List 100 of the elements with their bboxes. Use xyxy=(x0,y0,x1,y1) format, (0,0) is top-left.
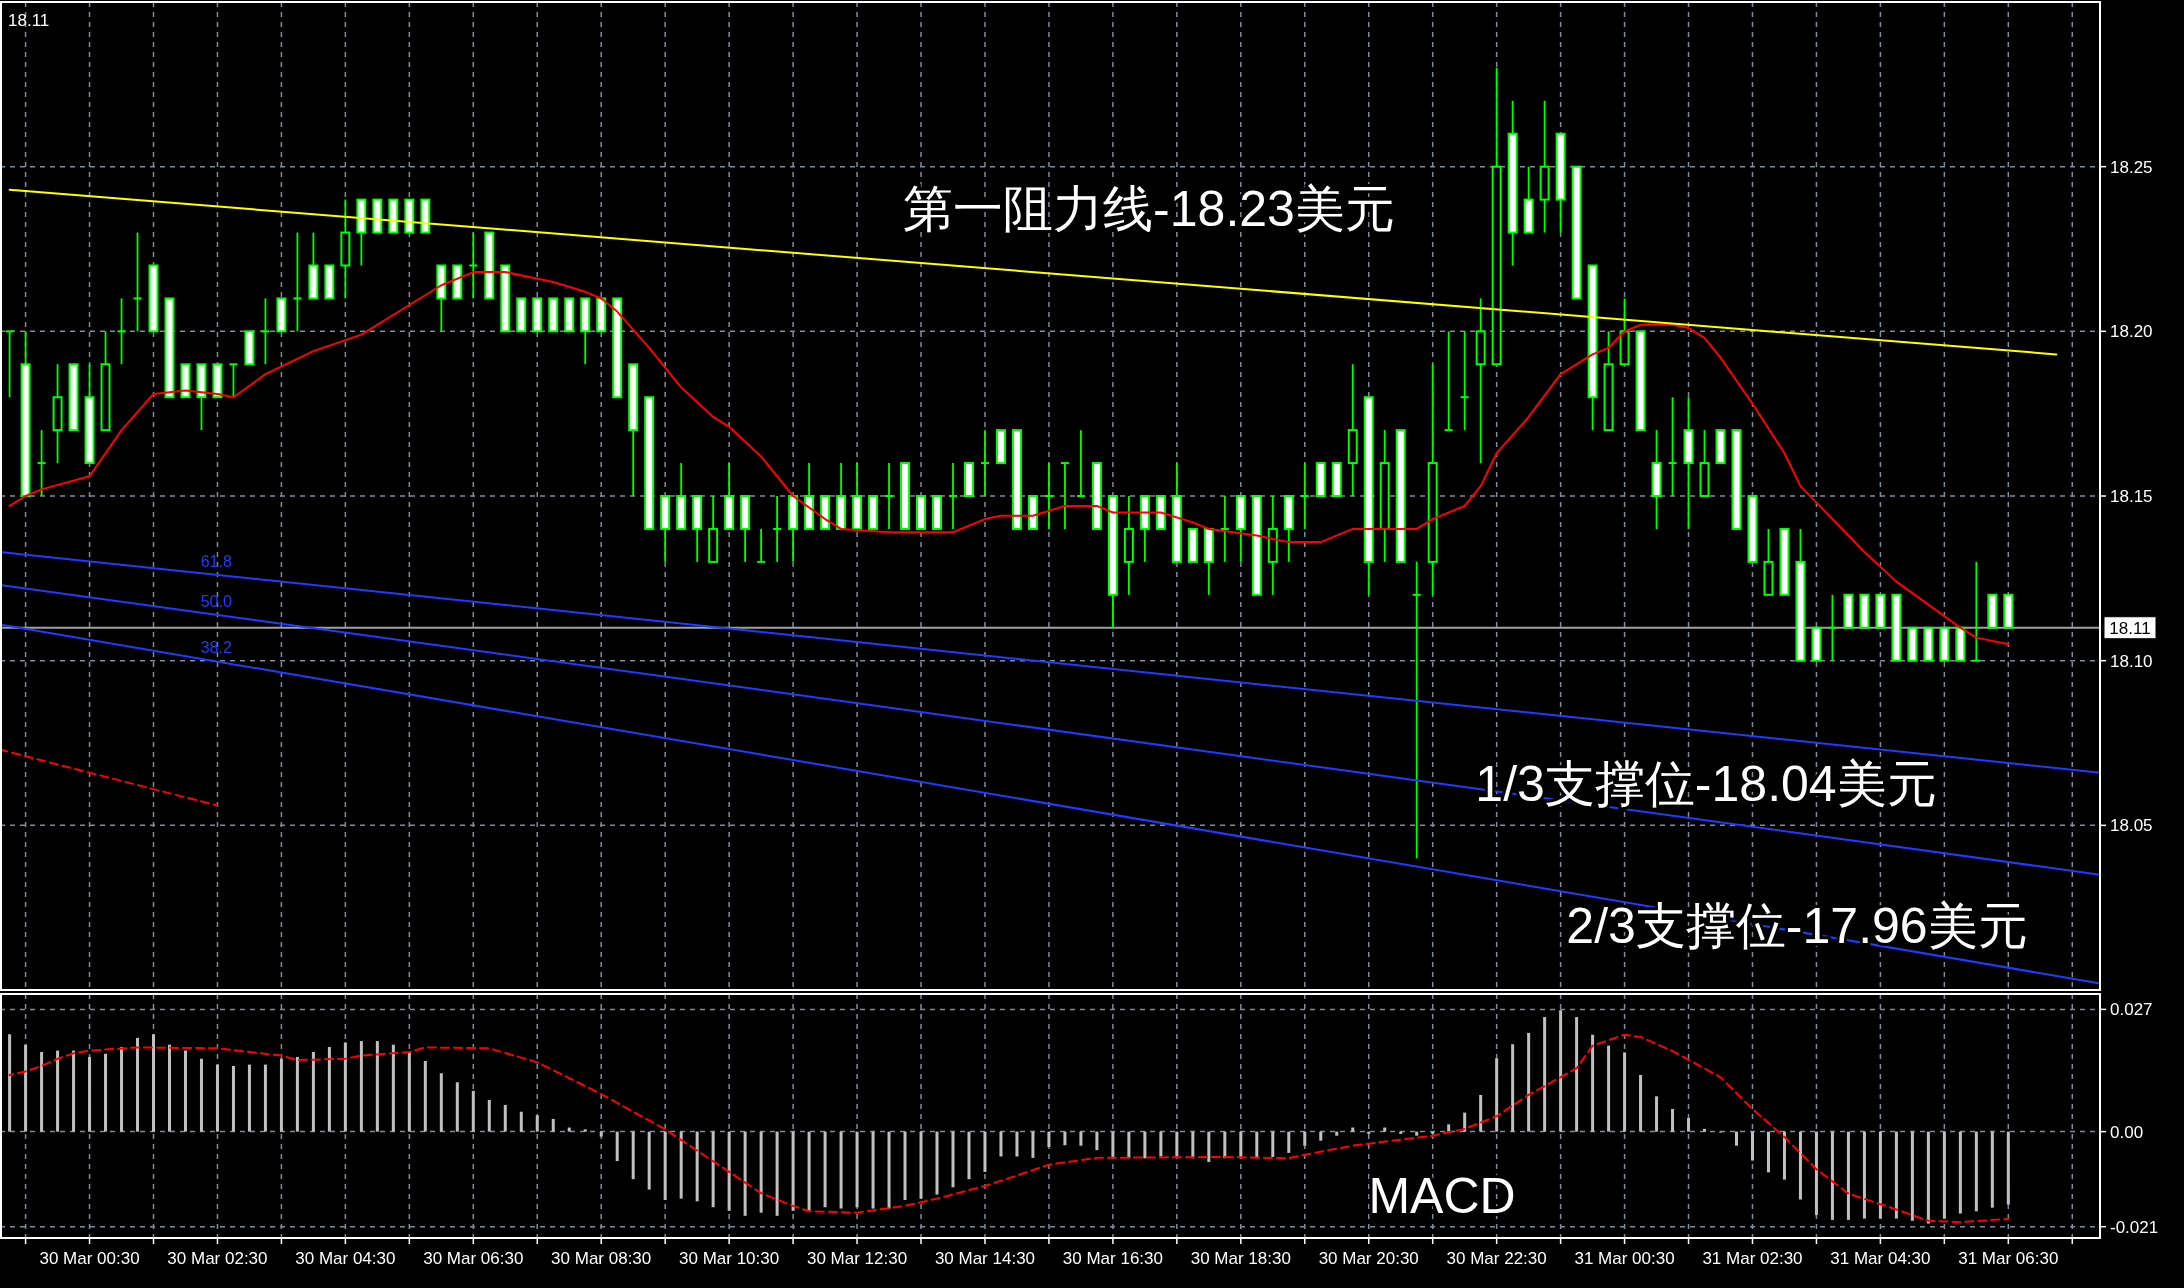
bar xyxy=(1095,1131,1099,1151)
x-tick-label: 30 Mar 18:30 xyxy=(1190,1249,1291,1268)
bar xyxy=(1703,1128,1707,1132)
bar xyxy=(1798,1131,1802,1200)
bar xyxy=(2006,1131,2010,1205)
bar xyxy=(1127,1131,1131,1159)
candlestick xyxy=(1667,396,1678,497)
y-tick-label: 18.15 xyxy=(2110,487,2153,506)
bar xyxy=(1671,1108,1675,1132)
bar xyxy=(1015,1131,1019,1157)
bar xyxy=(279,1058,283,1132)
bar xyxy=(535,1115,539,1132)
bar xyxy=(615,1131,619,1162)
bar xyxy=(1495,1058,1499,1132)
bar xyxy=(1143,1131,1147,1159)
bar xyxy=(375,1041,379,1132)
bar xyxy=(1543,1017,1547,1132)
bar xyxy=(1750,1131,1754,1161)
x-tick-label: 31 Mar 00:30 xyxy=(1574,1249,1675,1268)
bar xyxy=(807,1131,811,1211)
bar xyxy=(887,1131,891,1209)
bar xyxy=(647,1131,651,1190)
bar xyxy=(1351,1127,1355,1132)
y-tick-label: 0.00 xyxy=(2110,1122,2144,1142)
bar xyxy=(935,1131,939,1195)
candlestick xyxy=(1459,330,1470,432)
bar xyxy=(1159,1131,1163,1157)
x-tick-label: 30 Mar 12:30 xyxy=(806,1249,908,1268)
bar xyxy=(407,1051,411,1132)
candlestick xyxy=(1075,429,1086,497)
bar xyxy=(231,1065,235,1132)
bar xyxy=(1735,1131,1738,1146)
candlestick xyxy=(948,462,958,530)
bar xyxy=(1175,1131,1179,1157)
bar xyxy=(983,1131,987,1172)
bar xyxy=(487,1099,491,1132)
bar xyxy=(1447,1124,1451,1132)
bar xyxy=(759,1131,763,1213)
candlestick xyxy=(468,231,479,300)
bar xyxy=(1958,1131,1962,1214)
bar xyxy=(167,1044,171,1132)
bar xyxy=(1255,1131,1259,1159)
bar xyxy=(1846,1131,1850,1220)
bar xyxy=(152,1034,155,1132)
bar xyxy=(263,1064,267,1132)
bar xyxy=(871,1131,875,1209)
candlestick xyxy=(292,231,303,333)
bar xyxy=(743,1131,747,1216)
x-tick-label: 30 Mar 04:30 xyxy=(295,1249,396,1268)
bar xyxy=(1607,1045,1611,1132)
bar xyxy=(1878,1131,1882,1219)
bar xyxy=(1559,1010,1563,1132)
bar xyxy=(855,1131,859,1208)
bar xyxy=(1527,1032,1531,1132)
y-tick-label: 18.20 xyxy=(2110,322,2153,342)
bar xyxy=(951,1131,955,1188)
bar xyxy=(791,1131,795,1211)
bar xyxy=(903,1131,907,1200)
bar xyxy=(88,1056,92,1132)
bar xyxy=(1239,1131,1243,1159)
candlestick xyxy=(1043,462,1054,530)
bar xyxy=(1623,1052,1627,1132)
x-tick-label: 30 Mar 06:30 xyxy=(423,1249,524,1268)
x-tick-label: 30 Mar 08:30 xyxy=(551,1249,652,1268)
bar xyxy=(1079,1131,1083,1146)
x-tick-label: 31 Mar 06:30 xyxy=(1958,1249,2059,1268)
bar xyxy=(56,1050,60,1132)
candlestick xyxy=(979,429,990,497)
bar xyxy=(1655,1096,1659,1132)
bar xyxy=(1990,1131,1994,1208)
bar xyxy=(343,1042,347,1132)
x-tick-label: 30 Mar 02:30 xyxy=(167,1249,268,1268)
x-tick-label: 30 Mar 14:30 xyxy=(934,1249,1036,1268)
candlestick xyxy=(884,462,895,530)
candlestick xyxy=(4,330,15,399)
bar xyxy=(1591,1034,1595,1132)
x-tick-label: 30 Mar 22:30 xyxy=(1446,1249,1547,1268)
bar xyxy=(1974,1131,1978,1212)
bar xyxy=(1031,1131,1035,1158)
bar xyxy=(1830,1131,1834,1220)
x-tick-label: 31 Mar 04:30 xyxy=(1830,1249,1931,1268)
bar xyxy=(1191,1131,1195,1159)
bar xyxy=(583,1129,587,1132)
bar xyxy=(1862,1131,1866,1219)
bar xyxy=(1223,1131,1227,1159)
bar xyxy=(199,1058,203,1132)
candlestick xyxy=(1443,330,1454,432)
bar xyxy=(967,1131,971,1180)
candlestick xyxy=(756,528,767,563)
bar xyxy=(679,1131,683,1199)
bar xyxy=(1766,1131,1770,1173)
y-tick-label: 18.10 xyxy=(2110,651,2153,671)
bar xyxy=(1303,1131,1307,1146)
bar xyxy=(823,1131,827,1208)
bar xyxy=(1687,1118,1691,1132)
candlestick xyxy=(116,297,127,366)
series-label: 38.2 xyxy=(200,639,232,657)
bar xyxy=(551,1118,555,1132)
bar xyxy=(1814,1131,1818,1215)
bar xyxy=(1926,1131,1930,1224)
